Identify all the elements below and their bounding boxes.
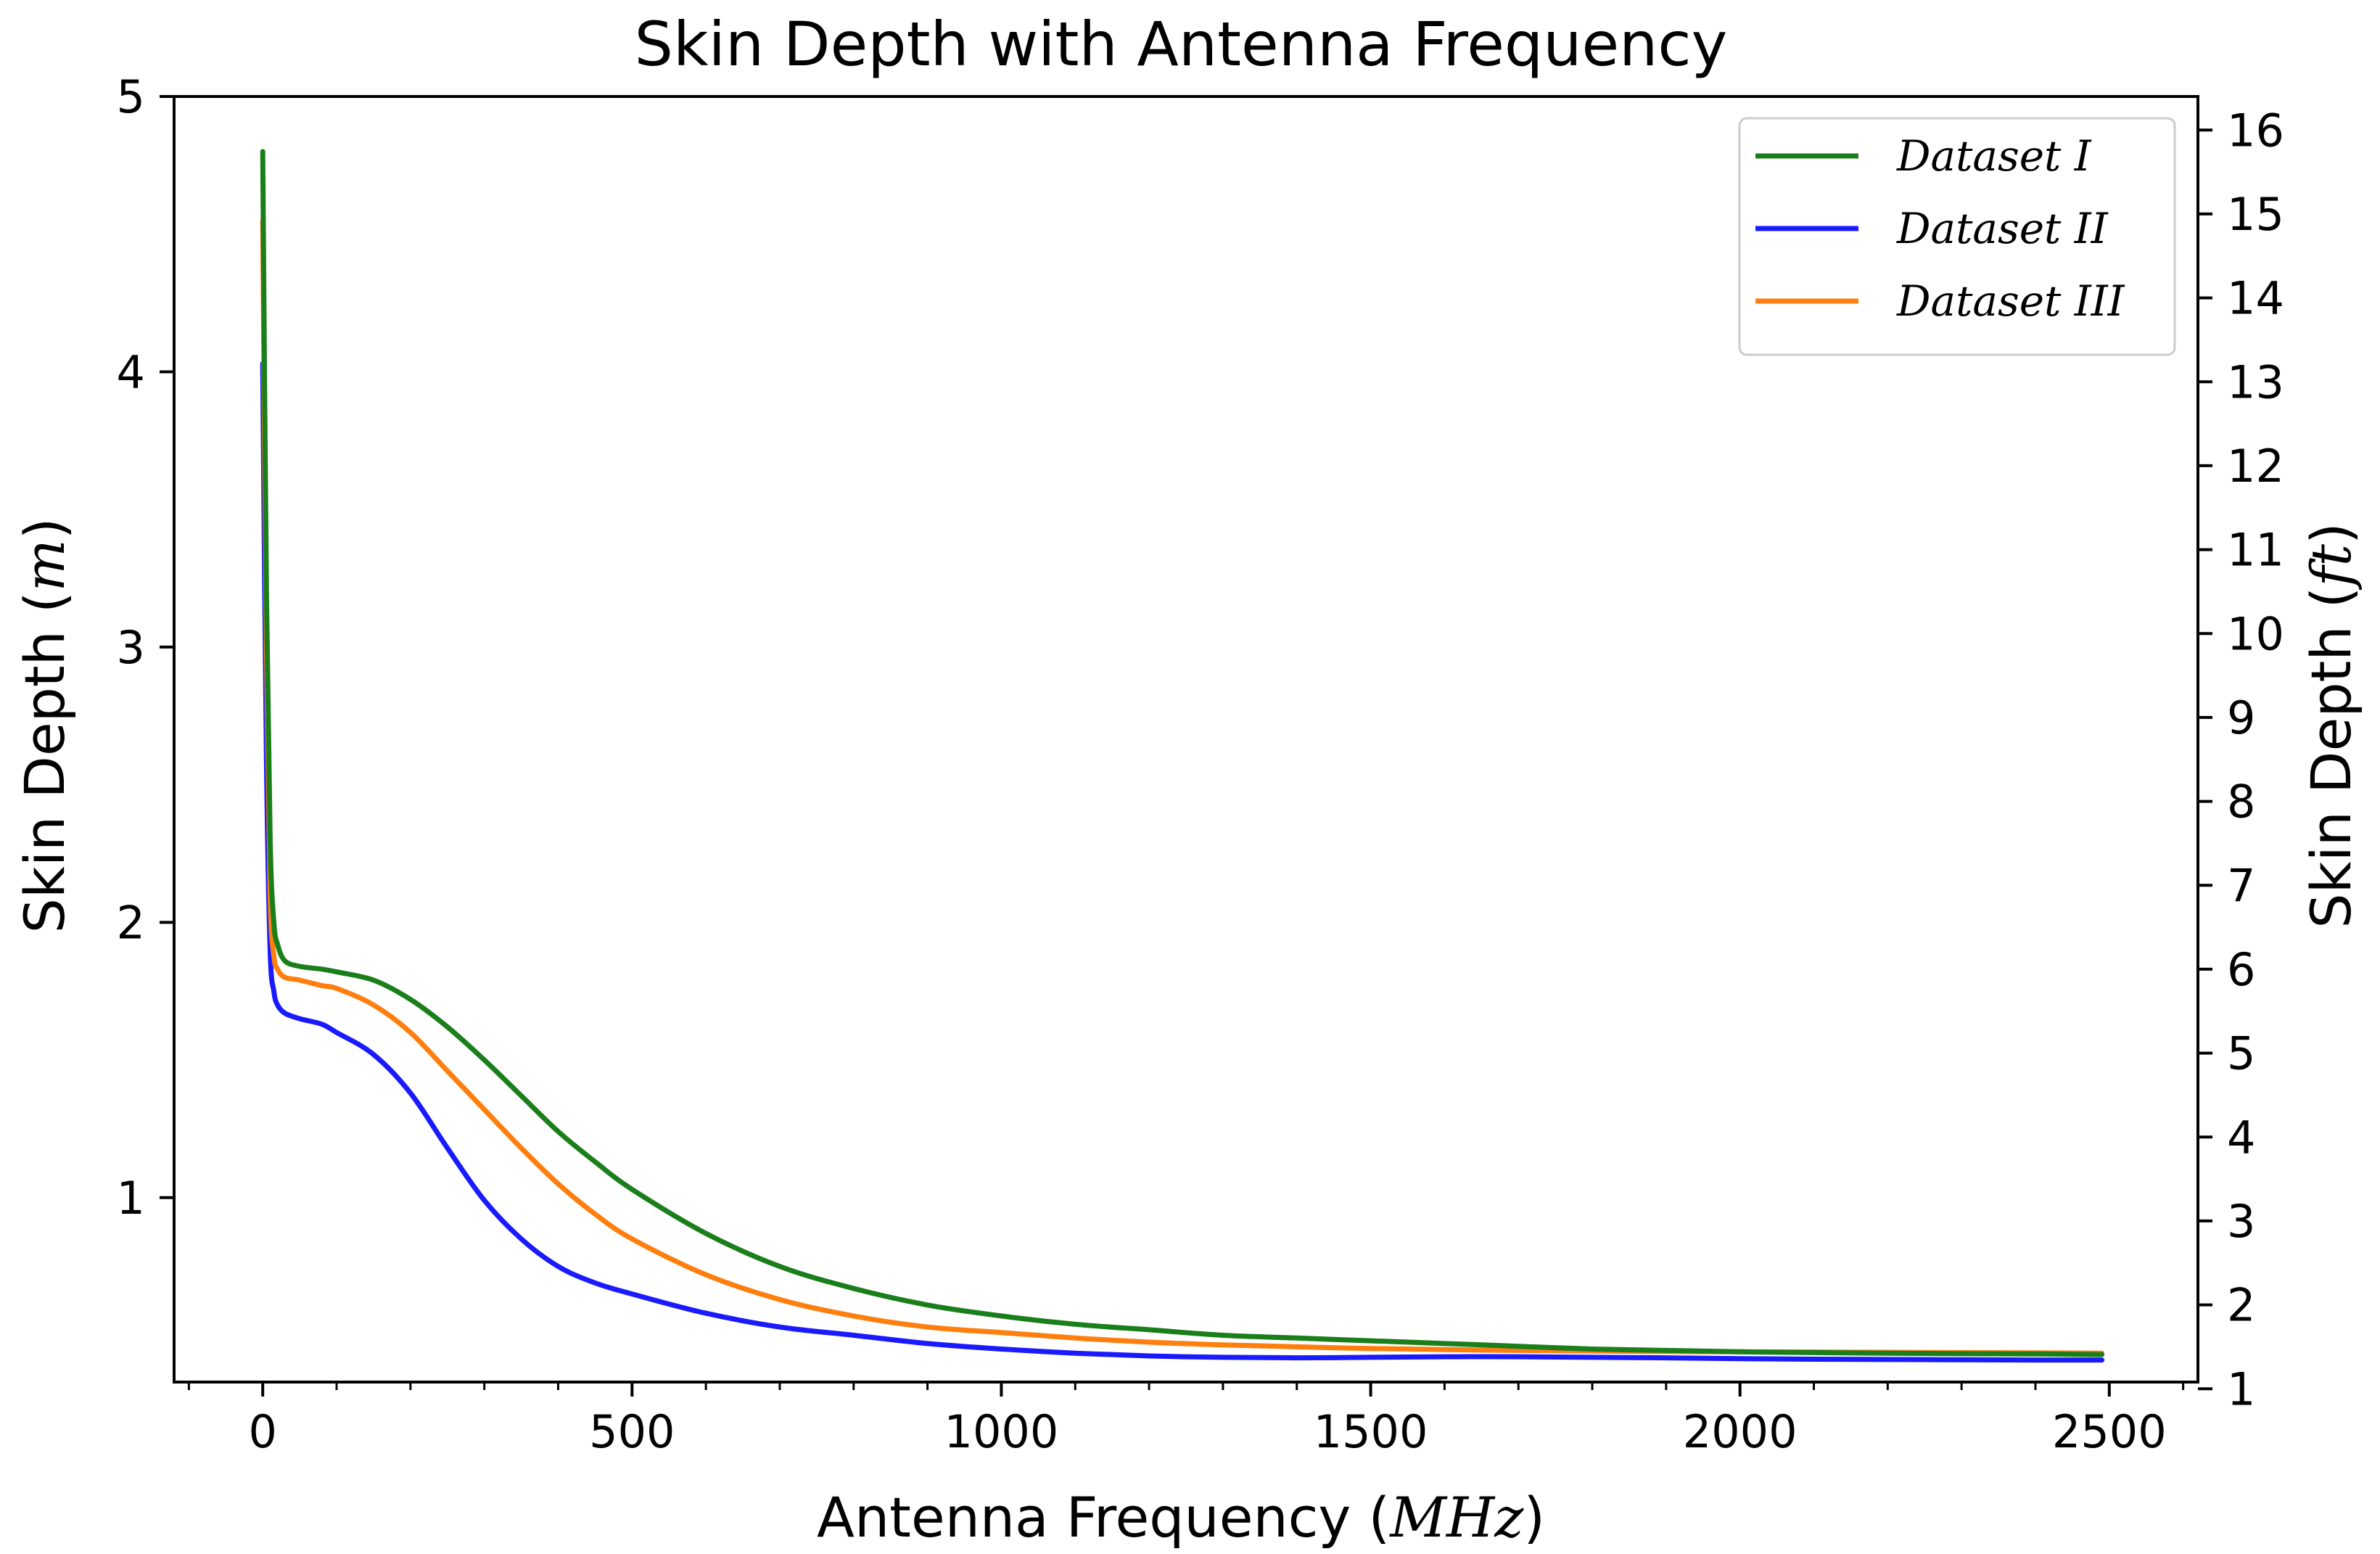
x-tick-label: 1500 (1314, 1405, 1428, 1458)
y2-tick-label: 7 (2227, 859, 2255, 912)
y-tick-label: 5 (117, 70, 145, 123)
chart-title: Skin Depth with Antenna Frequency (635, 9, 1728, 80)
y2-tick-label: 10 (2227, 607, 2284, 660)
legend: Dataset I Dataset II Dataset III (1738, 117, 2176, 356)
y2-tick-label: 12 (2227, 440, 2284, 493)
y2-tick-label: 16 (2227, 104, 2284, 157)
legend-label-dataset-ii: Dataset II (1896, 204, 2109, 253)
series-lines (260, 149, 2105, 1363)
x-tick-label: 1000 (944, 1405, 1059, 1458)
x-axis-label: Antenna Frequency (MHz) (817, 1485, 1545, 1550)
legend-box (1738, 117, 2176, 356)
series-line-dataset-i (260, 149, 2105, 1357)
x-tick-label: 2000 (1683, 1405, 1798, 1458)
x-axis-ticks: 0 500 1000 1500 2000 2500 (248, 1382, 2167, 1458)
x-tick-label: 2500 (2052, 1405, 2167, 1458)
y2-tick-label: 8 (2227, 776, 2255, 829)
y-tick-label: 4 (117, 345, 145, 398)
y2-tick-label: 2 (2227, 1279, 2255, 1332)
y2-axis-label: Skin Depth (ft) (2299, 522, 2363, 928)
legend-label-dataset-i: Dataset I (1896, 131, 2092, 181)
y-tick-label: 2 (117, 896, 145, 949)
legend-label-dataset-iii: Dataset III (1896, 276, 2125, 326)
plot-frame (173, 95, 2199, 1384)
y2-tick-label: 1 (2227, 1362, 2255, 1415)
y2-tick-label: 9 (2227, 691, 2255, 744)
y2-tick-label: 3 (2227, 1195, 2255, 1248)
y-tick-label: 3 (117, 621, 145, 674)
y2-tick-label: 15 (2227, 188, 2284, 241)
y-axis-label: Skin Depth (m) (12, 518, 77, 934)
x-tick-label: 0 (248, 1405, 276, 1458)
y2-tick-label: 11 (2227, 524, 2284, 577)
y-tick-label: 1 (117, 1172, 145, 1225)
y2-tick-label: 4 (2227, 1111, 2255, 1164)
y2-tick-label: 13 (2227, 355, 2284, 408)
x-tick-label: 500 (589, 1405, 675, 1458)
y2-tick-label: 14 (2227, 272, 2284, 325)
series-line-dataset-ii (260, 361, 2105, 1363)
y2-tick-label: 5 (2227, 1027, 2255, 1080)
y2-tick-label: 6 (2227, 943, 2255, 996)
y-axis-ticks: 1 2 3 4 5 (117, 70, 174, 1225)
